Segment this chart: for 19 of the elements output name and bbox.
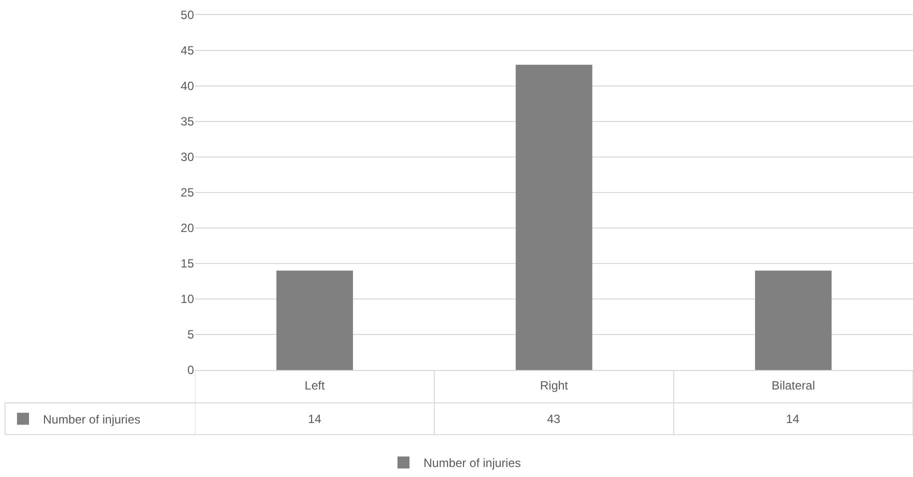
y-tick-label: 45: [180, 44, 194, 58]
y-tick-label: 20: [180, 221, 194, 236]
text: Number of injuries: [43, 412, 140, 426]
data-label: 14: [308, 412, 322, 426]
y-tick-label: 0: [187, 363, 194, 378]
y-tick-label: 25: [180, 186, 194, 200]
x-tick-label: Left: [304, 378, 326, 392]
data-label: 43: [547, 412, 561, 426]
y-tick-label: 5: [187, 328, 194, 342]
x-tick-label: Right: [540, 378, 569, 392]
legend-label: Number of injuries: [424, 456, 521, 470]
x-tick-label: Bilateral: [772, 378, 816, 392]
y-tick-label: 40: [180, 79, 194, 94]
y-tick-label: 15: [180, 256, 194, 271]
y-tick-label: 50: [180, 8, 194, 22]
data-label: 14: [786, 412, 800, 426]
y-tick-label: 35: [180, 114, 194, 129]
y-tick-label: 30: [180, 150, 194, 164]
y-tick-label: 10: [180, 292, 194, 306]
